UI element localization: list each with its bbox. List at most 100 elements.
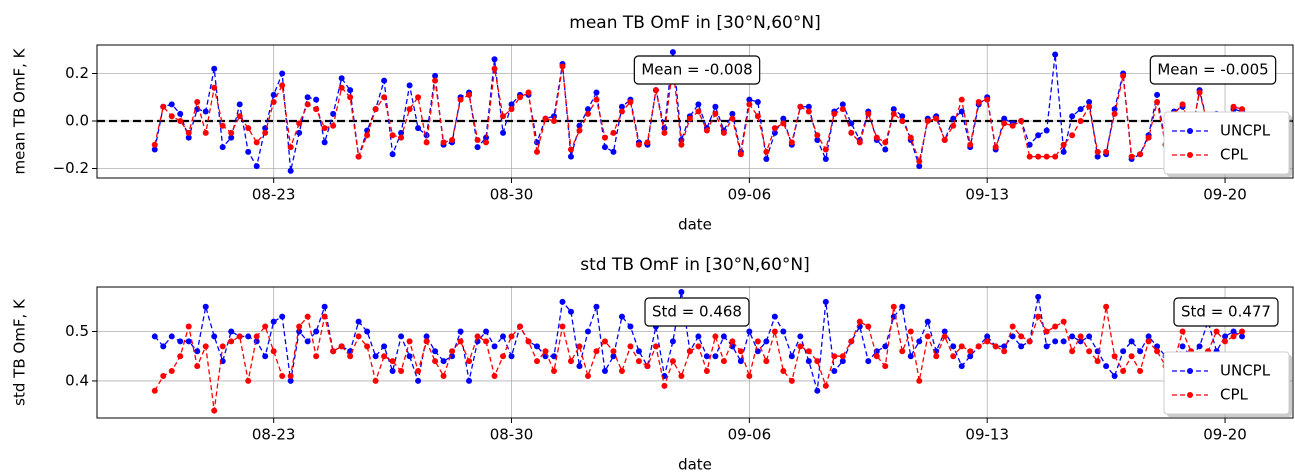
data-point: [194, 99, 201, 105]
data-point: [160, 372, 167, 379]
data-point: [389, 151, 396, 158]
annotation-text: Std = 0.477: [1181, 303, 1271, 321]
data-point: [1077, 106, 1084, 113]
data-point: [703, 127, 710, 134]
data-point: [720, 129, 727, 136]
data-point: [763, 338, 770, 345]
data-point: [814, 358, 821, 365]
data-point: [202, 129, 209, 136]
data-point: [576, 343, 583, 350]
data-point: [321, 125, 328, 132]
data-point: [746, 328, 753, 335]
data-point: [1009, 333, 1016, 340]
data-point: [1043, 127, 1050, 134]
data-point: [347, 94, 354, 101]
data-point: [559, 323, 566, 330]
data-point: [1154, 99, 1161, 105]
data-point: [771, 125, 778, 132]
data-point: [194, 363, 201, 370]
data-point: [873, 134, 880, 141]
data-point: [567, 358, 574, 365]
data-point: [618, 313, 625, 320]
data-point: [517, 94, 524, 101]
data-point: [287, 144, 294, 151]
data-point: [1145, 333, 1152, 340]
data-point: [712, 333, 719, 340]
data-point: [1128, 153, 1135, 160]
data-point: [644, 363, 651, 370]
data-point: [406, 106, 413, 113]
data-point: [584, 110, 591, 117]
data-point: [253, 333, 260, 340]
data-point: [457, 338, 464, 345]
data-point: [805, 103, 812, 110]
data-point: [168, 368, 175, 375]
y-tick-label: 0.2: [65, 64, 89, 82]
x-axis-label: date: [678, 456, 712, 474]
data-point: [669, 338, 676, 345]
data-point: [211, 407, 218, 414]
data-point: [534, 343, 541, 350]
data-point: [576, 363, 583, 370]
data-point: [1060, 318, 1067, 325]
data-point: [627, 99, 634, 105]
data-point: [491, 56, 498, 63]
data-point: [296, 323, 303, 330]
data-point: [1239, 333, 1246, 340]
data-point: [432, 72, 439, 79]
data-point: [950, 343, 957, 350]
data-point: [372, 377, 379, 384]
data-point: [882, 146, 889, 153]
data-point: [865, 358, 872, 365]
data-point: [1001, 348, 1008, 355]
data-point: [780, 115, 787, 122]
data-point: [440, 372, 447, 379]
data-point: [287, 372, 294, 379]
data-point: [1035, 132, 1042, 139]
data-point: [958, 96, 965, 103]
data-point: [703, 368, 710, 375]
data-point: [1035, 293, 1042, 300]
data-point: [899, 118, 906, 124]
x-tick-label: 09-13: [965, 426, 1009, 444]
data-point: [491, 372, 498, 379]
data-point: [432, 77, 439, 84]
x-tick-label: 09-06: [728, 186, 772, 204]
chart-title: std TB OmF in [30°N,60°N]: [580, 255, 810, 275]
data-point: [1094, 358, 1101, 365]
data-point: [771, 313, 778, 320]
data-point: [1145, 134, 1152, 141]
data-point: [984, 96, 991, 103]
data-point: [1111, 106, 1118, 113]
data-point: [228, 328, 235, 335]
data-point: [890, 106, 897, 113]
data-point: [168, 113, 175, 120]
data-point: [635, 348, 642, 355]
data-point: [805, 348, 812, 355]
data-point: [415, 368, 422, 375]
data-point: [1239, 328, 1246, 335]
data-point: [899, 303, 906, 310]
data-point: [559, 63, 566, 70]
data-point: [950, 122, 957, 129]
data-point: [287, 167, 294, 174]
data-point: [992, 144, 999, 151]
annotation-text: Std = 0.468: [652, 303, 742, 321]
data-point: [610, 148, 617, 155]
data-point: [211, 65, 218, 72]
data-point: [1230, 333, 1237, 340]
data-point: [151, 141, 158, 148]
data-point: [287, 377, 294, 384]
data-point: [1069, 348, 1076, 355]
data-point: [330, 348, 337, 355]
annotation-box: [1149, 55, 1277, 85]
data-point: [627, 343, 634, 350]
data-point: [601, 134, 608, 141]
data-point: [1239, 106, 1246, 113]
x-tick-label: 09-20: [1203, 186, 1247, 204]
data-point: [185, 129, 192, 136]
subplot: 08-23 08-30 09-06 09-13 09-20 0.4 0.5 std TB Om…: [11, 255, 1294, 474]
data-point: [202, 343, 209, 350]
data-point: [797, 343, 804, 350]
